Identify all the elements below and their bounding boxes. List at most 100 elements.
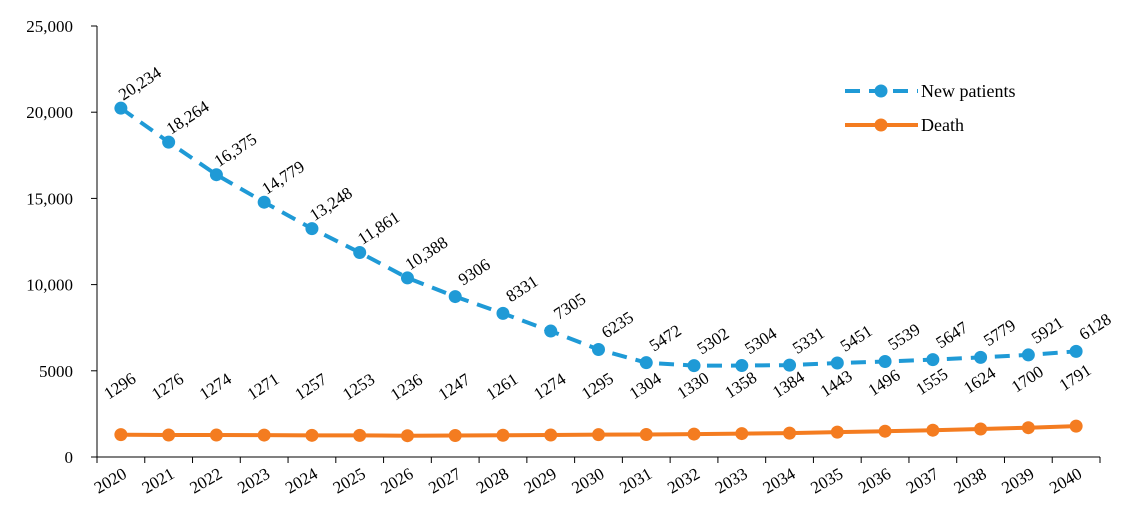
data-label: 5647 [932,318,971,353]
x-tick-label: 2029 [521,464,560,497]
data-point [926,353,940,367]
x-tick-label: 2020 [91,464,130,497]
data-point [448,429,462,443]
data-label: 1257 [292,369,331,404]
data-label: 9306 [455,255,494,289]
data-label: 14,779 [258,157,308,198]
data-label: 5539 [885,320,924,354]
data-point [209,168,223,182]
data-label: 1555 [912,364,951,398]
data-label: 13,248 [306,183,356,224]
data-point [1069,419,1083,433]
data-point [257,428,271,442]
y-tick-label: 5000 [39,362,73,381]
data-label: 1384 [769,367,808,402]
data-label: 5921 [1028,313,1067,347]
data-label: 1496 [865,365,904,399]
data-label: 20,234 [115,63,165,105]
data-point [639,356,653,370]
data-point [496,306,510,320]
y-tick-label: 0 [65,448,74,467]
data-point [496,428,510,442]
x-tick-label: 2039 [998,464,1037,497]
data-label: 1247 [435,369,474,404]
data-point [209,428,223,442]
data-point [687,427,701,441]
data-point [1021,421,1035,435]
x-tick-label: 2038 [951,464,990,497]
data-point [639,428,653,442]
series-layer [114,101,1083,443]
data-label: 8331 [503,272,542,306]
data-point [830,356,844,370]
data-point [162,135,176,149]
y-tick-label: 10,000 [26,276,73,295]
x-tick-label: 2026 [378,464,417,497]
data-point [878,355,892,369]
data-label: 7305 [550,289,589,323]
data-point [735,359,749,373]
data-label: 11,861 [354,207,403,248]
data-label: 1304 [626,368,665,403]
data-label: 1358 [721,368,760,402]
data-label: 5472 [646,321,685,355]
data-label: 1236 [387,370,426,404]
data-point [687,359,701,373]
data-label: 1276 [148,369,187,403]
data-label: 18,264 [163,97,213,139]
data-label: 1271 [244,369,283,403]
data-point [400,271,414,285]
data-label: 5304 [741,323,780,358]
legend: New patients Death [845,81,1015,135]
x-tick-label: 2023 [234,464,273,497]
x-tick-label: 2027 [425,464,464,498]
y-tick-label: 20,000 [26,103,73,122]
data-label: 5451 [837,321,876,355]
data-point [1069,344,1083,358]
data-point [783,426,797,440]
data-point [926,423,940,437]
data-label: 1330 [674,368,713,402]
x-tick-label: 2028 [473,464,512,497]
data-label: 5331 [789,323,828,357]
data-point [353,246,367,260]
data-point [974,422,988,436]
data-label: 1261 [483,369,522,403]
y-tick-label: 15,000 [26,189,73,208]
data-point [544,428,558,442]
data-labels: 20,23418,26416,37514,77913,24811,86110,3… [100,63,1114,405]
data-label: 1295 [578,369,617,403]
x-tick-label: 2035 [807,464,846,497]
data-point [353,428,367,442]
legend-entry: New patients [845,81,1015,101]
data-label: 1274 [530,369,569,404]
data-point [878,424,892,438]
data-point [1021,348,1035,362]
series-death [114,419,1083,443]
x-tick-label: 2033 [712,464,751,497]
data-point [974,350,988,364]
x-tick-label: 2030 [569,464,608,497]
x-tick-label: 2034 [760,464,799,498]
data-point [162,428,176,442]
data-label: 6235 [598,308,637,342]
data-point [305,428,319,442]
data-label: 6128 [1076,310,1115,344]
data-point [783,358,797,372]
data-point [830,425,844,439]
data-point [400,429,414,443]
data-label: 16,375 [211,129,261,170]
data-point [544,324,558,338]
legend-swatch-marker [874,118,888,132]
x-tick-label: 2024 [282,464,321,498]
data-point [735,427,749,441]
series-new-patients [114,101,1083,373]
x-tick-label: 2031 [616,464,655,497]
data-point [257,195,271,209]
data-label: 5779 [980,316,1019,350]
data-label: 1296 [100,369,139,403]
data-label: 1443 [817,366,856,400]
data-point [592,343,605,357]
data-point [114,101,128,115]
